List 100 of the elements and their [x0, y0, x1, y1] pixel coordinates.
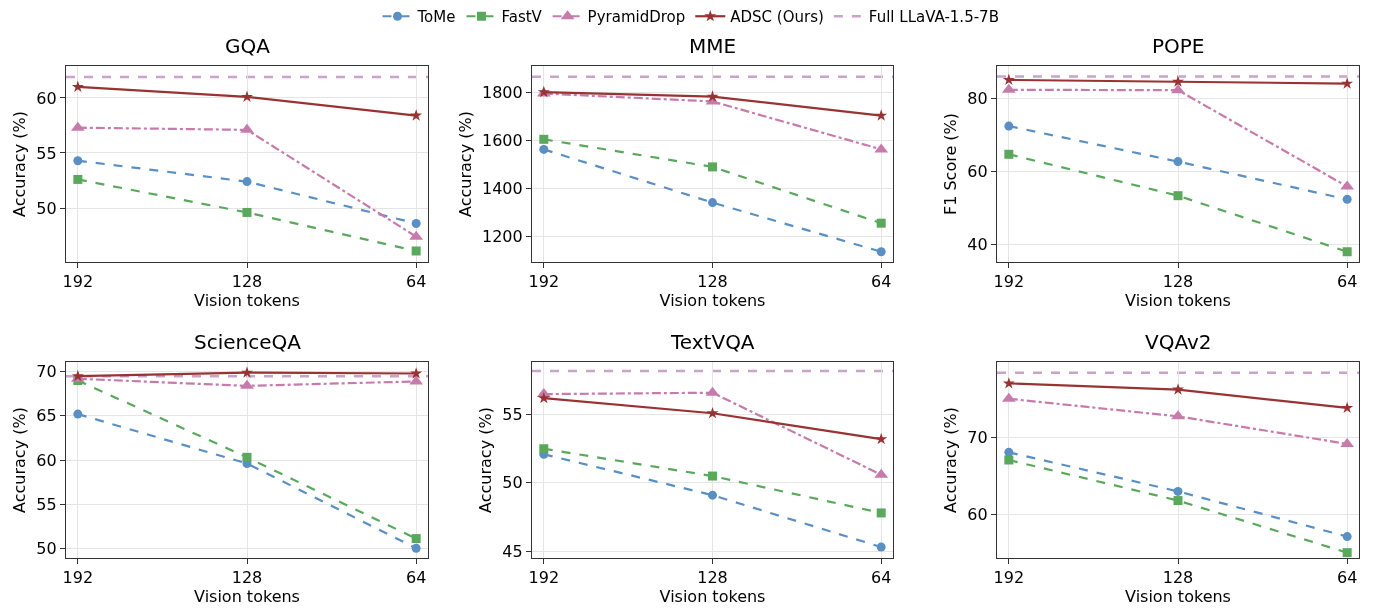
- point: [706, 90, 719, 102]
- x-tick-label: 64: [871, 272, 892, 292]
- y-tick-label: 1400: [481, 178, 523, 198]
- point: [410, 367, 423, 379]
- point: [539, 134, 549, 144]
- chart-title: POPE: [1152, 34, 1205, 58]
- point: [708, 490, 717, 500]
- point: [1173, 157, 1183, 167]
- point: [539, 444, 549, 454]
- x-axis-title: Vision tokens: [194, 291, 300, 311]
- point: [240, 123, 254, 133]
- x-tick-label: 128: [231, 272, 263, 292]
- point: [876, 247, 886, 257]
- point: [708, 471, 717, 481]
- y-tick-label: 70: [36, 362, 57, 382]
- point: [73, 156, 83, 166]
- legend-label: Full LLaVA-1.5-7B: [868, 8, 999, 27]
- legend-label: PyramidDrop: [587, 8, 686, 27]
- y-tick-label: 55: [502, 405, 523, 425]
- y-tick-label: 45: [502, 541, 523, 561]
- x-tick-label: 128: [697, 272, 728, 292]
- x-tick-label: 128: [1162, 272, 1194, 292]
- legend-label: ToMe: [416, 8, 456, 27]
- y-tick-label: 70: [967, 428, 988, 448]
- chart-title: TextVQA: [670, 330, 755, 354]
- chart-title: VQAv2: [1145, 330, 1212, 354]
- x-axis-title: Vision tokens: [1125, 291, 1231, 311]
- x-axis-title: Vision tokens: [1125, 587, 1231, 607]
- y-tick-label: 55: [36, 143, 57, 163]
- point: [240, 379, 254, 389]
- point: [706, 406, 719, 419]
- point: [1002, 377, 1015, 389]
- y-tick-label: 60: [36, 450, 57, 470]
- point: [1171, 410, 1185, 420]
- point: [73, 409, 83, 419]
- point: [875, 109, 888, 121]
- y-tick-label: 50: [502, 473, 523, 493]
- y-tick-label: 1800: [481, 82, 523, 102]
- point: [1341, 401, 1354, 414]
- point: [708, 198, 717, 208]
- point: [1173, 191, 1183, 201]
- point: [242, 177, 252, 187]
- x-axis-title: Vision tokens: [659, 291, 766, 311]
- point: [876, 218, 886, 228]
- y-tick-label: 60: [967, 162, 988, 182]
- x-axis-title: Vision tokens: [659, 587, 766, 607]
- x-tick-label: 64: [1336, 568, 1358, 588]
- chart-title: ScienceQA: [194, 330, 302, 354]
- x-tick-label: 192: [528, 568, 560, 588]
- point: [241, 90, 253, 102]
- x-axis-title: Vision tokens: [194, 587, 300, 607]
- point: [1004, 455, 1014, 465]
- point: [875, 432, 888, 445]
- x-tick-label: 64: [405, 568, 427, 588]
- chart-title: MME: [689, 34, 737, 58]
- x-tick-label: 128: [1162, 568, 1194, 588]
- point: [411, 246, 421, 256]
- x-tick-label: 128: [697, 568, 728, 588]
- legend-label: ADSC (Ours): [730, 8, 824, 27]
- legend-label: FastV: [501, 8, 543, 27]
- point: [1342, 194, 1352, 204]
- point: [1171, 84, 1185, 94]
- point: [1004, 149, 1014, 159]
- point: [411, 534, 421, 544]
- point: [876, 542, 886, 552]
- y-tick-label: 1600: [481, 130, 523, 150]
- chart-title: GQA: [225, 34, 271, 58]
- point: [537, 391, 550, 404]
- point: [71, 80, 84, 93]
- point: [1341, 77, 1354, 89]
- y-axis-title: Accuracy (%): [941, 407, 961, 513]
- x-tick-label: 192: [528, 272, 560, 292]
- y-axis-title: Accuracy (%): [476, 407, 496, 513]
- x-tick-label: 192: [993, 272, 1025, 292]
- point: [1002, 73, 1015, 86]
- point: [876, 508, 886, 518]
- point: [242, 207, 252, 217]
- point: [411, 543, 421, 553]
- x-tick-label: 64: [871, 568, 892, 588]
- x-tick-label: 192: [993, 568, 1025, 588]
- y-tick-label: 55: [36, 494, 57, 514]
- point: [1342, 532, 1352, 542]
- point: [410, 109, 423, 121]
- y-tick-label: 50: [36, 198, 57, 218]
- point: [1173, 486, 1183, 496]
- y-tick-label: 65: [36, 406, 57, 426]
- y-tick-label: 1200: [481, 226, 523, 246]
- y-tick-label: 60: [967, 504, 988, 524]
- x-tick-label: 64: [1336, 272, 1358, 292]
- point: [708, 162, 717, 172]
- point: [1342, 247, 1352, 257]
- point: [411, 218, 421, 228]
- y-axis-title: Accuracy (%): [10, 111, 30, 217]
- y-tick-label: 50: [36, 538, 57, 558]
- y-tick-label: 60: [36, 88, 57, 108]
- y-tick-label: 40: [967, 235, 988, 255]
- x-tick-label: 128: [231, 568, 263, 588]
- y-axis-title: Accuracy (%): [455, 111, 475, 217]
- point: [1342, 548, 1352, 558]
- x-tick-label: 192: [62, 272, 94, 292]
